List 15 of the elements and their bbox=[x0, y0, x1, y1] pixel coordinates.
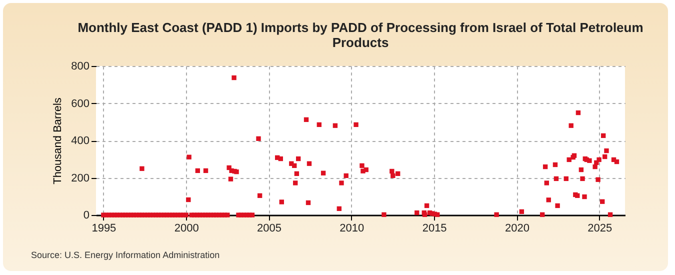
y-tick-label: 0 bbox=[83, 210, 90, 222]
x-tick-label: 2025 bbox=[588, 222, 612, 234]
x-tick-label: 1995 bbox=[92, 222, 116, 234]
y-tick-label: 800 bbox=[71, 60, 90, 72]
x-tick-label: 2005 bbox=[257, 222, 282, 234]
x-tick-label: 2010 bbox=[340, 222, 364, 234]
x-tick-label: 2000 bbox=[174, 222, 199, 234]
y-tick-label: 600 bbox=[71, 98, 90, 110]
x-tick-label: 2020 bbox=[504, 222, 530, 234]
y-tick-label: 200 bbox=[71, 172, 90, 184]
y-tick-label: 400 bbox=[71, 135, 90, 147]
y-axis-title: Thousand Barrels bbox=[52, 97, 64, 184]
x-tick-label: 2015 bbox=[422, 222, 447, 234]
source-note: Source: U.S. Energy Information Administration bbox=[31, 250, 220, 260]
chart-title: Monthly East Coast (PADD 1) Imports by PADD of Processing from Israel of Total Petroleum Products bbox=[78, 20, 644, 50]
